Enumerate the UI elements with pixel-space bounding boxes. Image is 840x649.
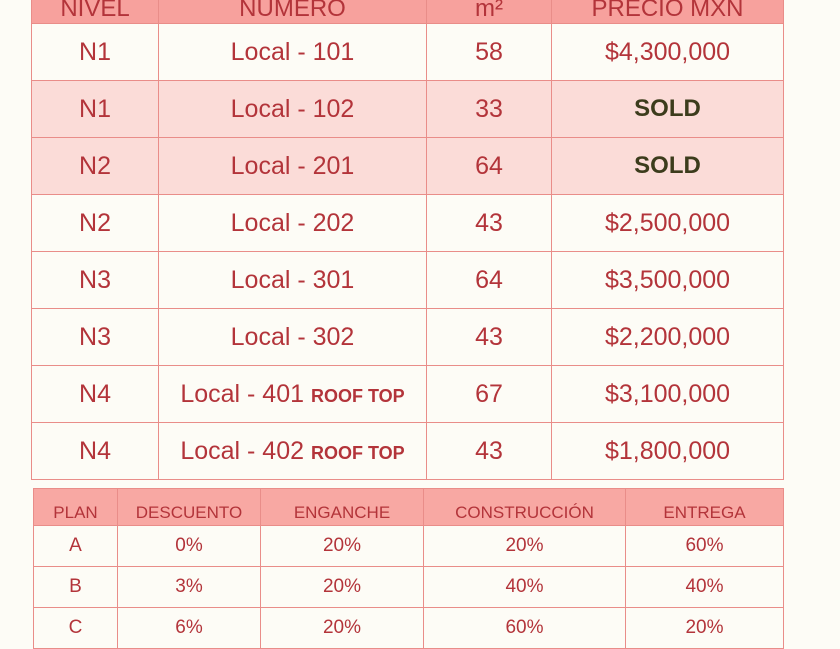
numero-cell: Local - 402 ROOF TOP: [158, 422, 427, 480]
nivel-cell: N3: [31, 251, 159, 309]
roof-tag: ROOF TOP: [310, 442, 405, 463]
numero: Local - 301: [230, 265, 355, 294]
plan-cell: 20%: [260, 607, 424, 649]
nivel-cell: N3: [31, 308, 159, 366]
unit-row: N4 Local - 401 ROOF TOP 67 $3,100,000: [31, 365, 784, 423]
area-cell: 43: [426, 308, 552, 366]
header-cell: CONSTRUCCIÓN: [423, 488, 626, 526]
plan-cell: 20%: [625, 607, 784, 649]
area-cell: 64: [426, 137, 552, 195]
area-cell: 33: [426, 80, 552, 138]
numero-cell: Local - 401 ROOF TOP: [158, 365, 427, 423]
nivel-cell: N1: [31, 23, 159, 81]
plan-cell: A: [33, 525, 118, 567]
plan-row: B 3% 20% 40% 40%: [33, 566, 784, 608]
plan-cell: 20%: [260, 525, 424, 567]
plan-cell: B: [33, 566, 118, 608]
numero-cell: Local - 201: [158, 137, 427, 195]
plan-cell: 60%: [423, 607, 626, 649]
numero: Local - 101: [230, 37, 355, 66]
header-cell: DESCUENTO: [117, 488, 261, 526]
unit-row: N1 Local - 102 33 SOLD: [31, 80, 784, 138]
header-cell: ENGANCHE: [260, 488, 424, 526]
numero-cell: Local - 301: [158, 251, 427, 309]
nivel-cell: N4: [31, 422, 159, 480]
units-table: NIVEL NÚMERO m² PRECIO MXN N1 Local - 101 58 $…: [31, 0, 784, 480]
unit-row: N4 Local - 402 ROOF TOP 43 $1,800,000: [31, 422, 784, 480]
plan-cell: C: [33, 607, 118, 649]
header-cell: NÚMERO: [158, 0, 427, 24]
numero-cell: Local - 302: [158, 308, 427, 366]
numero-cell: Local - 101: [158, 23, 427, 81]
unit-row: N2 Local - 201 64 SOLD: [31, 137, 784, 195]
plan-cell: 40%: [423, 566, 626, 608]
numero: Local - 201: [230, 151, 355, 180]
header-cell: ENTREGA: [625, 488, 784, 526]
header-cell: NIVEL: [31, 0, 159, 24]
header-cell: PRECIO MXN: [551, 0, 784, 24]
nivel-cell: N4: [31, 365, 159, 423]
plan-cell: 20%: [260, 566, 424, 608]
unit-row: N3 Local - 302 43 $2,200,000: [31, 308, 784, 366]
numero: Local - 202: [230, 208, 355, 237]
area-cell: 43: [426, 194, 552, 252]
unit-row: N3 Local - 301 64 $3,500,000: [31, 251, 784, 309]
unit-row: N1 Local - 101 58 $4,300,000: [31, 23, 784, 81]
price-cell: $2,500,000: [551, 194, 784, 252]
area-cell: 64: [426, 251, 552, 309]
price-cell: SOLD: [551, 137, 784, 195]
plan-cell: 20%: [423, 525, 626, 567]
price-cell: $1,800,000: [551, 422, 784, 480]
numero: Local - 102: [230, 94, 355, 123]
area-cell: 43: [426, 422, 552, 480]
plan-cell: 0%: [117, 525, 261, 567]
numero: Local - 402: [180, 436, 305, 465]
price-cell: $2,200,000: [551, 308, 784, 366]
nivel-cell: N2: [31, 194, 159, 252]
numero: Local - 302: [230, 322, 355, 351]
nivel-cell: N2: [31, 137, 159, 195]
area-cell: 58: [426, 23, 552, 81]
plans-table: PLAN DESCUENTO ENGANCHE CONSTRUCCIÓN ENTREGA…: [33, 488, 784, 649]
plan-cell: 40%: [625, 566, 784, 608]
area-cell: 67: [426, 365, 552, 423]
header-cell: PLAN: [33, 488, 118, 526]
plan-row: C 6% 20% 60% 20%: [33, 607, 784, 649]
header-cell: m²: [426, 0, 552, 24]
plan-cell: 6%: [117, 607, 261, 649]
unit-row: N2 Local - 202 43 $2,500,000: [31, 194, 784, 252]
plan-cell: 60%: [625, 525, 784, 567]
price-cell: SOLD: [551, 80, 784, 138]
nivel-cell: N1: [31, 80, 159, 138]
plan-cell: 3%: [117, 566, 261, 608]
price-cell: $3,500,000: [551, 251, 784, 309]
numero-cell: Local - 202: [158, 194, 427, 252]
page: {"units": {"header": ["NIVEL", "NÚMERO",…: [31, 0, 784, 649]
numero-cell: Local - 102: [158, 80, 427, 138]
price-cell: $4,300,000: [551, 23, 784, 81]
roof-tag: ROOF TOP: [310, 385, 405, 406]
price-cell: $3,100,000: [551, 365, 784, 423]
numero: Local - 401: [180, 379, 305, 408]
plan-row: A 0% 20% 20% 60%: [33, 525, 784, 567]
